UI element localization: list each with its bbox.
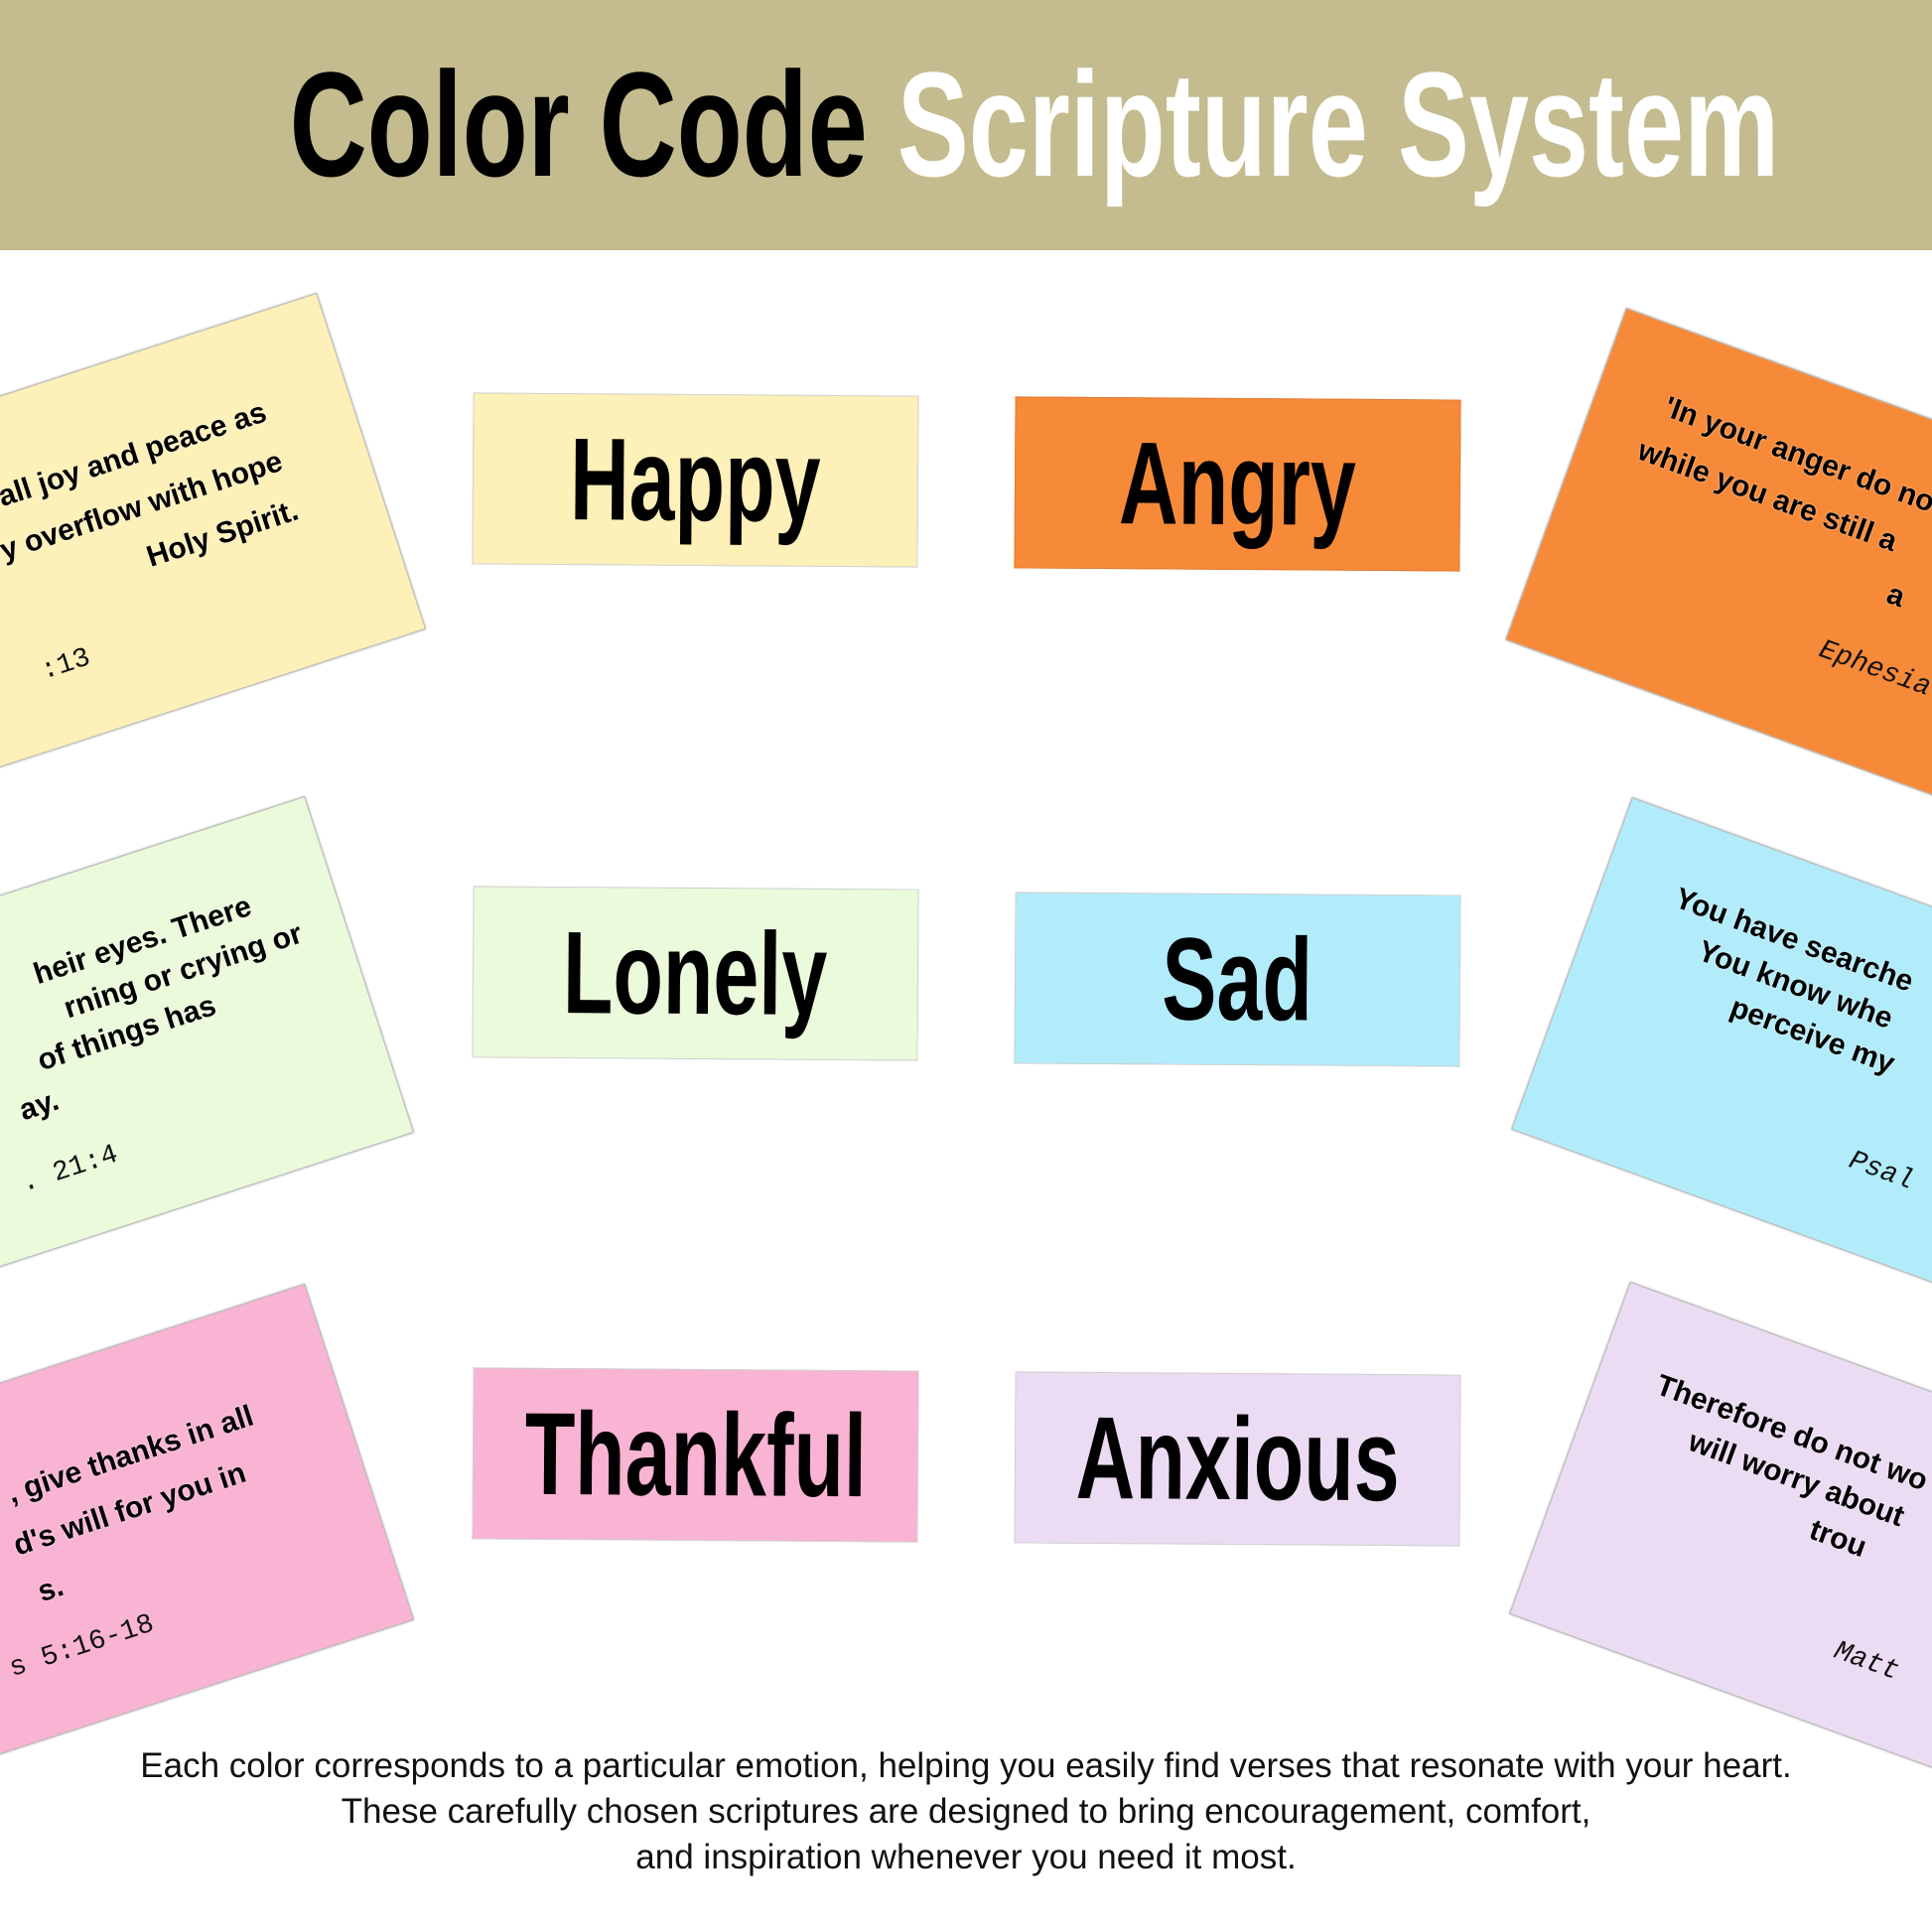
scripture-card-happy: all joy and peace as y overflow with hop… bbox=[0, 293, 427, 820]
footer-line: These carefully chosen scriptures are de… bbox=[341, 1792, 1591, 1831]
scripture-card-lonely: heir eyes. There rning or crying or of t… bbox=[0, 796, 415, 1323]
label-text: Lonely bbox=[562, 906, 829, 1040]
card-text-line: a bbox=[1882, 577, 1910, 615]
label-text: Angry bbox=[1118, 417, 1357, 551]
card-text-line: s. bbox=[34, 1570, 69, 1609]
label-happy: Happy bbox=[472, 392, 919, 568]
card-reference: Matt bbox=[1830, 1635, 1903, 1689]
label-anxious: Anxious bbox=[1014, 1371, 1461, 1547]
label-text: Anxious bbox=[1075, 1392, 1400, 1526]
label-text: Happy bbox=[569, 413, 822, 547]
card-reference: Psal bbox=[1844, 1145, 1918, 1198]
label-lonely: Lonely bbox=[472, 886, 919, 1061]
label-text: Sad bbox=[1162, 912, 1313, 1046]
footer-description: Each color corresponds to a particular e… bbox=[0, 1743, 1932, 1880]
label-thankful: Thankful bbox=[472, 1367, 919, 1543]
scripture-card-sad: You have searche You know whe perceive m… bbox=[1511, 797, 1932, 1340]
scripture-card-thankful: , give thanks in all d's will for you in… bbox=[0, 1284, 415, 1811]
title-part-2: Scripture System bbox=[897, 41, 1780, 207]
card-reference: s 5:16-18 bbox=[5, 1608, 159, 1685]
scripture-card-angry: 'In your anger do no while you are still… bbox=[1505, 308, 1932, 851]
footer-line: Each color corresponds to a particular e… bbox=[140, 1746, 1792, 1785]
card-text-line: ay. bbox=[15, 1083, 64, 1128]
label-sad: Sad bbox=[1014, 892, 1461, 1067]
page-title: Color Code Scripture System bbox=[0, 40, 1932, 208]
card-reference: Ephesia bbox=[1814, 634, 1932, 704]
footer-line: and inspiration whenever you need it mos… bbox=[635, 1838, 1297, 1876]
label-text: Thankful bbox=[523, 1388, 868, 1522]
header-banner: Color Code Scripture System bbox=[0, 0, 1932, 250]
card-reference: :13 bbox=[37, 642, 95, 688]
label-angry: Angry bbox=[1014, 396, 1461, 572]
card-reference: . 21:4 bbox=[17, 1139, 122, 1200]
title-part-1: Color Code bbox=[289, 41, 868, 207]
